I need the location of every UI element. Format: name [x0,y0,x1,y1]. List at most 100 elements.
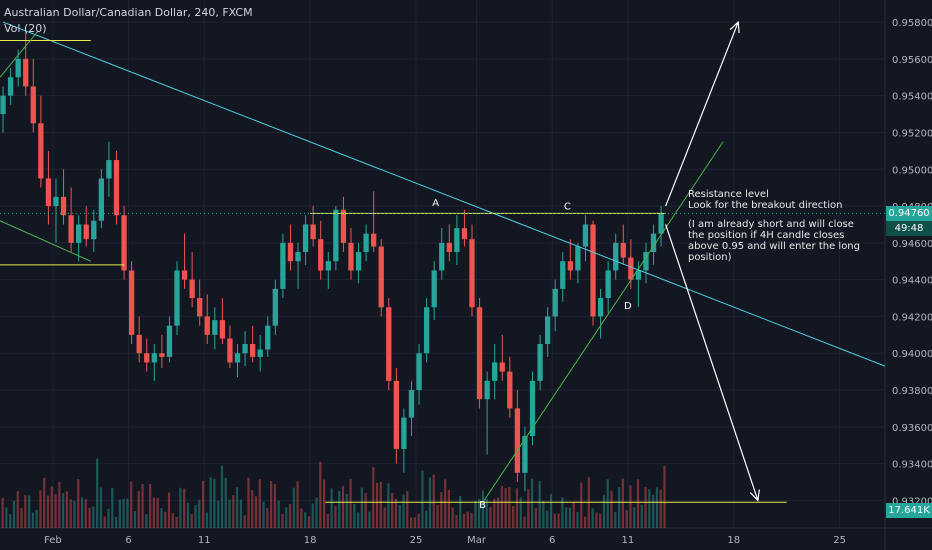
candle-body[interactable] [128,270,135,335]
candle-body[interactable] [544,316,551,345]
candle-body[interactable] [60,196,67,216]
candle-body[interactable] [181,270,188,280]
candle-body[interactable] [416,353,422,391]
candle-body[interactable] [212,320,218,335]
candle-body[interactable] [302,224,309,253]
candle-body[interactable] [7,77,14,96]
candle-body[interactable] [643,252,649,271]
candle-body[interactable] [522,436,528,473]
descending-trendline[interactable] [2,21,886,367]
candle-body[interactable] [0,95,6,115]
candle-body[interactable] [159,353,165,357]
candle-body[interactable] [204,316,210,335]
candle-body[interactable] [91,220,97,240]
candle-body[interactable] [590,224,596,317]
candle-body[interactable] [423,307,430,354]
candle-body[interactable] [38,123,44,179]
candle-body[interactable] [567,261,573,271]
candle-body[interactable] [144,353,150,363]
candle-body[interactable] [454,228,460,253]
candle-body[interactable] [340,209,347,243]
candle-body[interactable] [30,86,36,124]
candle-body[interactable] [68,215,74,243]
candle-body[interactable] [613,242,619,271]
candle-body[interactable] [386,307,392,381]
breakout-up-arrow-shaft[interactable] [665,21,739,207]
candle-body[interactable] [628,257,634,280]
candle-body[interactable] [318,239,324,271]
candle-body[interactable] [514,408,521,473]
candle-body[interactable] [408,390,415,418]
candle-body[interactable] [499,362,505,372]
candle-body[interactable] [76,224,82,243]
candle-body[interactable] [378,246,384,308]
candle-body[interactable] [605,270,611,299]
candle-body[interactable] [197,298,203,317]
candle-body[interactable] [53,196,59,207]
candle-body[interactable] [537,344,543,381]
candle-body[interactable] [446,242,452,253]
breakdown-arrow-shaft[interactable] [665,224,759,501]
candle-body[interactable] [219,320,226,339]
candle-body[interactable] [249,344,256,357]
candle-body[interactable] [582,224,589,247]
candle-body[interactable] [560,261,566,289]
candle-body[interactable] [355,252,362,271]
candle-body[interactable] [136,334,142,354]
volume-bar [523,516,526,528]
candle-body[interactable] [401,417,407,449]
candle-body[interactable] [234,353,241,363]
volume-bar [209,477,212,528]
candle-body[interactable] [461,228,468,240]
candle-body[interactable] [393,380,400,449]
candle-body[interactable] [507,371,513,409]
candle-body[interactable] [265,325,271,350]
candle-body[interactable] [189,279,195,299]
candle-body[interactable] [635,270,642,280]
drawings-layer[interactable]: A C D B [0,20,886,511]
candle-body[interactable] [174,270,180,326]
candle-body[interactable] [227,338,233,363]
candle-body[interactable] [492,362,498,381]
candle-body[interactable] [166,325,173,357]
left-green-upper-line[interactable] [0,30,39,78]
candle-body[interactable] [529,380,536,437]
candle-body[interactable] [333,209,339,262]
candle-body[interactable] [295,252,301,262]
candle-body[interactable] [242,344,248,354]
candle-body[interactable] [121,215,127,271]
candle-body[interactable] [476,307,483,400]
candle-body[interactable] [45,178,52,207]
rising-support-line[interactable] [483,141,724,501]
candle-body[interactable] [484,380,490,400]
candle-body[interactable] [363,233,369,253]
candle-body[interactable] [552,288,558,317]
candle-body[interactable] [620,242,626,258]
candles-layer[interactable] [0,31,664,492]
candle-body[interactable] [113,160,120,216]
candle-body[interactable] [287,242,294,262]
left-green-lower-line[interactable] [0,220,91,262]
candle-body[interactable] [257,349,263,357]
candle-body[interactable] [23,58,29,87]
candle-body[interactable] [310,224,316,240]
candle-body[interactable] [15,58,21,78]
candle-body[interactable] [650,233,657,253]
candle-body[interactable] [431,270,437,308]
candle-body[interactable] [280,242,286,289]
candle-body[interactable] [439,242,445,271]
volume-indicator-label[interactable]: Vol (20) [4,22,47,35]
candle-body[interactable] [106,160,112,179]
candle-body[interactable] [575,246,581,271]
candle-body[interactable] [272,288,278,326]
candle-body[interactable] [325,261,331,271]
candle-body[interactable] [98,178,105,221]
candle-body[interactable] [658,213,664,234]
candle-body[interactable] [597,298,604,317]
candle-body[interactable] [469,239,475,308]
candle-body[interactable] [348,242,354,271]
candle-body[interactable] [83,224,89,240]
candle-body[interactable] [371,233,377,247]
candle-body[interactable] [151,353,157,363]
